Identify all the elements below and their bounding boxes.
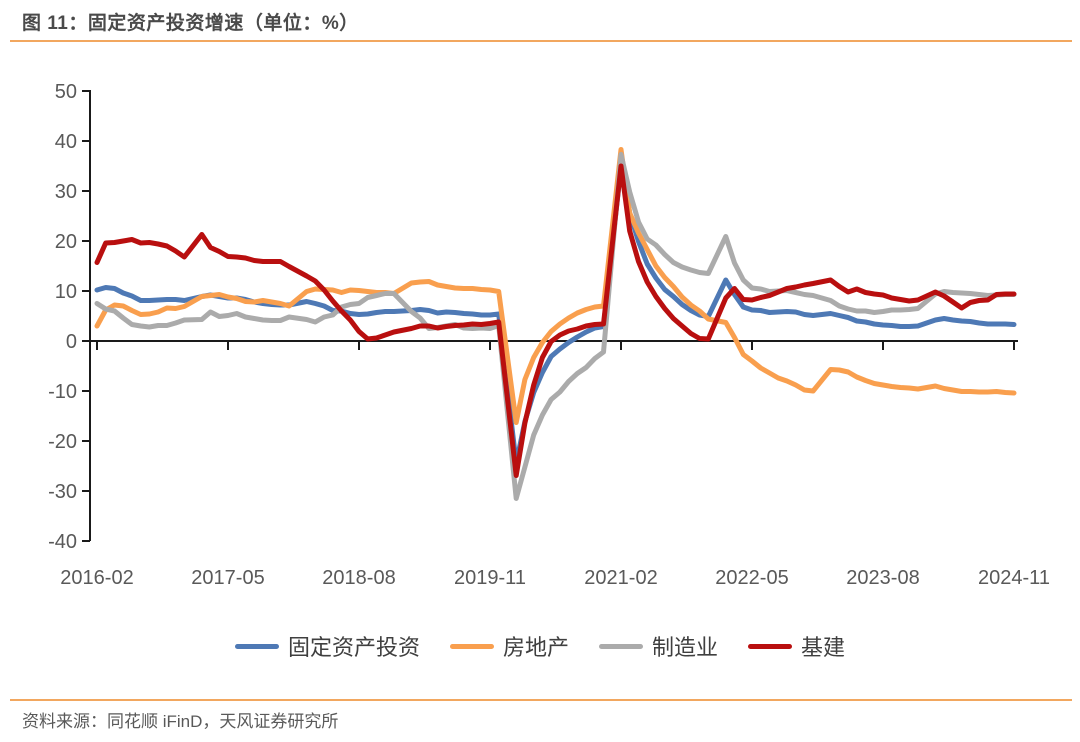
series-line-real-estate bbox=[94, 147, 1017, 425]
y-axis-label: -10 bbox=[48, 381, 77, 403]
legend-item-real-estate: 房地产 bbox=[449, 630, 569, 662]
series-line-infrastructure bbox=[94, 163, 1017, 478]
x-axis-label: 2018-08 bbox=[322, 567, 395, 589]
x-axis-label: 2022-05 bbox=[715, 567, 788, 589]
title-underline-rule bbox=[10, 40, 1072, 42]
y-axis-label: 10 bbox=[55, 281, 77, 303]
x-axis-label: 2023-08 bbox=[846, 567, 919, 589]
legend-swatch-real-estate bbox=[449, 643, 494, 649]
x-axis-label: 2016-02 bbox=[60, 567, 133, 589]
legend-label-infrastructure: 基建 bbox=[801, 635, 846, 660]
x-axis-label: 2021-02 bbox=[584, 567, 657, 589]
legend-item-fixed-asset-investment: 固定资产投资 bbox=[234, 630, 420, 662]
y-axis-label: -30 bbox=[48, 481, 77, 503]
legend-item-manufacturing: 制造业 bbox=[599, 630, 718, 662]
y-axis-label: 0 bbox=[66, 331, 77, 353]
legend-item-infrastructure: 基建 bbox=[748, 630, 845, 662]
chart-legend: 固定资产投资 房地产 制造业 基建 bbox=[0, 630, 1080, 662]
legend-swatch-manufacturing bbox=[599, 643, 643, 649]
legend-swatch-infrastructure bbox=[748, 643, 793, 649]
legend-swatch-fixed-asset-investment bbox=[234, 643, 279, 649]
x-axis-label: 2019-11 bbox=[454, 567, 526, 589]
legend-label-manufacturing: 制造业 bbox=[652, 635, 719, 660]
legend-label-real-estate: 房地产 bbox=[502, 635, 569, 660]
source-note: 资料来源：同花顺 iFinD，天风证券研究所 bbox=[22, 712, 339, 731]
footer-rule bbox=[10, 699, 1072, 701]
y-axis-label: 20 bbox=[55, 231, 77, 253]
x-axis-label: 2024-11 bbox=[978, 567, 1050, 589]
figure-title: 图 11：固定资产投资增速（单位：%） bbox=[22, 13, 359, 34]
y-axis-label: 30 bbox=[55, 181, 77, 203]
legend-label-fixed-asset-investment: 固定资产投资 bbox=[287, 635, 420, 660]
y-axis-label: 40 bbox=[55, 131, 77, 153]
y-axis-label: -40 bbox=[48, 531, 77, 553]
y-axis-label: -20 bbox=[48, 431, 77, 453]
y-axis-label: 50 bbox=[55, 81, 77, 103]
x-axis-label: 2017-05 bbox=[191, 567, 264, 589]
series-line-manufacturing bbox=[94, 152, 1017, 501]
